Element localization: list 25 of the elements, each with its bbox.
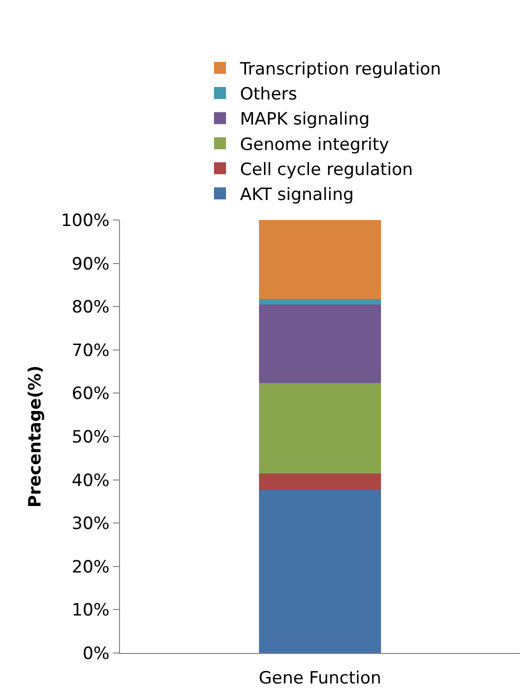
y-tick-label: 30% [72, 514, 110, 534]
bar [258, 490, 382, 653]
legend-label: Genome integrity [240, 134, 390, 155]
legend-label: AKT signaling [240, 185, 354, 206]
y-tick-label: 60% [72, 384, 110, 404]
bar [258, 220, 382, 300]
y-tick-label: 90% [72, 254, 110, 274]
legend-label: Transcription regulation [239, 60, 442, 80]
y-tick-label: 0% [82, 644, 110, 664]
bar [258, 304, 382, 383]
y-tick-label: 100% [60, 210, 110, 231]
bar [258, 382, 382, 474]
y-tick-label: 40% [72, 470, 110, 491]
legend-label: MAPK signaling [240, 110, 370, 130]
y-tick-label: 10% [72, 600, 110, 621]
x-axis-title: Gene Function [258, 668, 382, 689]
legend-label: Cell cycle regulation [240, 160, 413, 180]
legend-label: Others [240, 84, 298, 105]
y-axis-title: Precentage(%) [26, 366, 46, 508]
bar [258, 473, 382, 490]
y-tick-label: 50% [72, 427, 110, 448]
y-tick-label: 70% [72, 340, 110, 361]
y-tick-label: 20% [72, 557, 110, 578]
bar [258, 299, 382, 304]
y-tick-label: 80% [72, 298, 110, 318]
